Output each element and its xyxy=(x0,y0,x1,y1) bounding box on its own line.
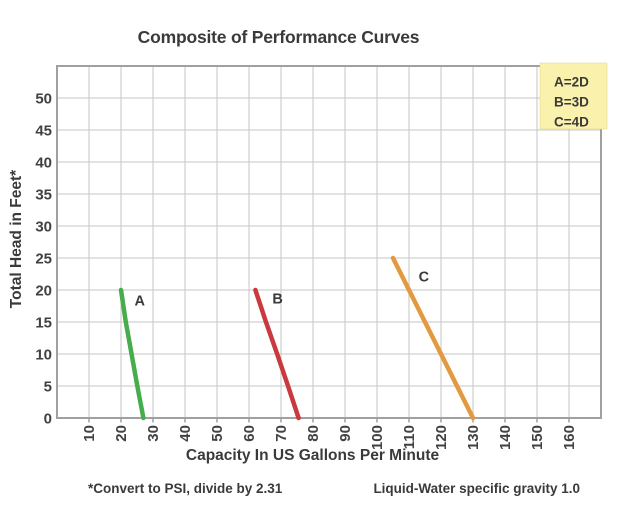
curve-C xyxy=(390,255,476,421)
legend-entry: A=2D xyxy=(554,75,589,90)
curve-A xyxy=(118,287,146,421)
x-tick-label: 80 xyxy=(305,425,322,442)
x-tick-label: 140 xyxy=(497,425,514,450)
x-tick-label: 160 xyxy=(561,425,578,450)
x-tick-label: 10 xyxy=(81,425,98,442)
x-tick-label: 90 xyxy=(337,425,354,442)
legend-entry: C=4D xyxy=(554,115,589,130)
footnote-gravity: Liquid-Water specific gravity 1.0 xyxy=(373,481,580,496)
x-tick-label: 120 xyxy=(433,425,450,450)
y-tick-label: 35 xyxy=(35,187,52,204)
legend-entry: B=3D xyxy=(554,95,589,110)
x-axis-title: Capacity In US Gallons Per Minute xyxy=(185,447,440,464)
curve-B xyxy=(253,287,301,421)
curve-label-B: B xyxy=(272,291,282,307)
y-tick-label: 45 xyxy=(35,123,52,140)
y-tick-label: 0 xyxy=(44,411,52,428)
y-tick-label: 50 xyxy=(35,91,52,108)
y-tick-label: 25 xyxy=(35,251,52,268)
plot-border xyxy=(56,65,602,419)
y-tick-label: 15 xyxy=(35,315,52,332)
x-tick-label: 50 xyxy=(209,425,226,442)
x-tick-label: 130 xyxy=(465,425,482,450)
x-tick-label: 60 xyxy=(241,425,258,442)
y-tick-label: 20 xyxy=(35,283,52,300)
x-tick-label: 40 xyxy=(177,425,194,442)
x-tick-label: 110 xyxy=(401,425,418,449)
chart-title: Composite of Performance Curves xyxy=(137,27,420,47)
x-tick-label: 30 xyxy=(145,425,162,442)
y-tick-label: 5 xyxy=(44,379,52,396)
legend xyxy=(539,62,608,130)
footnote-psi: *Convert to PSI, divide by 2.31 xyxy=(88,481,283,496)
curve-label-A: A xyxy=(134,293,145,309)
x-tick-label: 20 xyxy=(113,425,130,442)
x-tick-label: 70 xyxy=(273,425,290,442)
curve-label-C: C xyxy=(419,270,430,286)
y-tick-label: 30 xyxy=(35,219,52,236)
x-tick-label: 100 xyxy=(369,425,386,450)
y-tick-label: 10 xyxy=(35,347,52,364)
y-tick-label: 40 xyxy=(35,155,52,172)
x-tick-label: 150 xyxy=(529,425,546,450)
